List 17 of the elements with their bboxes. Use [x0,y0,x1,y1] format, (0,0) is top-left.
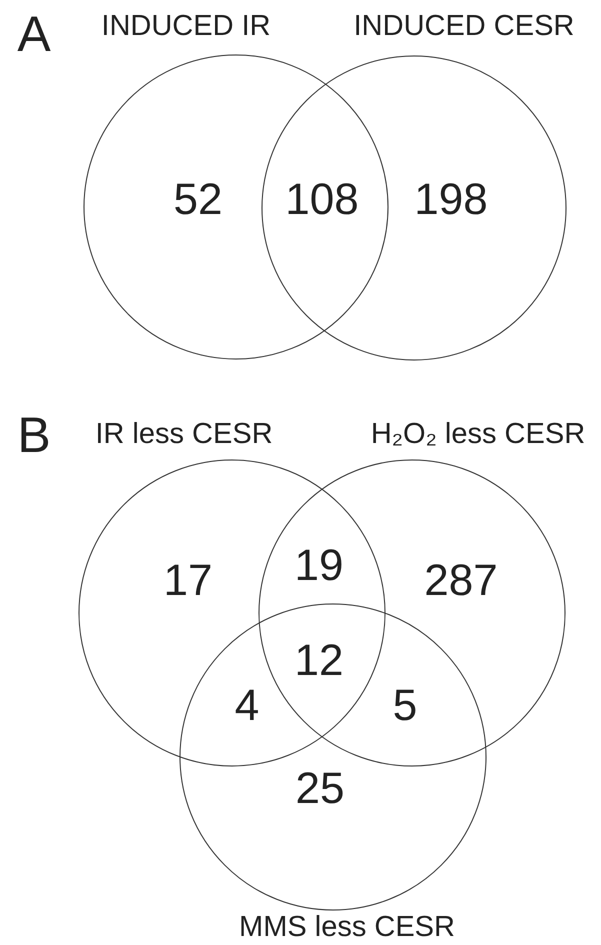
data-label: 287 [424,556,498,605]
data-label: 19 [294,541,344,590]
data-label: 108 [285,175,359,224]
data-label: 4 [234,681,260,730]
text: B [17,407,51,463]
data-label: 12 [294,636,344,685]
text: INDUCED CESR [354,10,574,42]
text: INDUCED IR [101,10,271,42]
text: MMS less CESR [239,911,455,943]
data-label: 17 [164,556,212,605]
data-label: 198 [414,175,488,224]
text: A [17,6,52,62]
text: H₂O₂ less CESR [370,418,586,450]
data-label: 25 [296,764,344,813]
data-label: 52 [174,175,222,224]
data-label: 5 [392,681,418,730]
text: IR less CESR [95,418,273,450]
